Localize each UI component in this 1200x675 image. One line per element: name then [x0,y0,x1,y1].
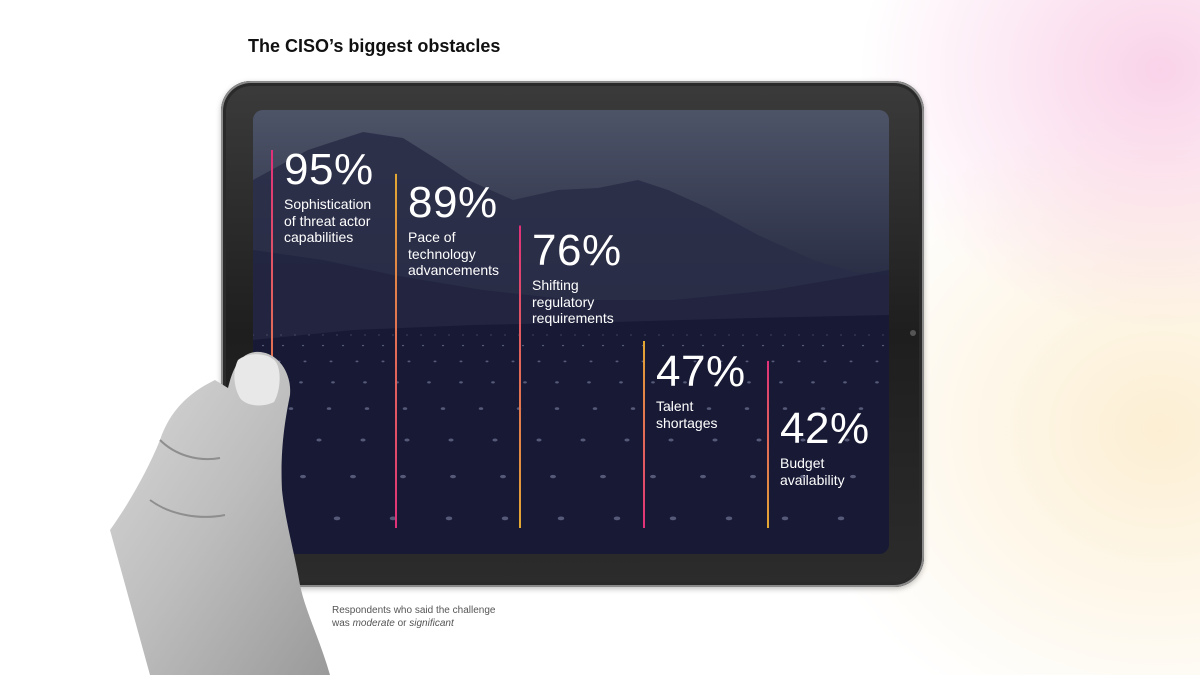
tablet-screen: 95% Sophistication of threat actor capab… [253,110,889,554]
stat-budget-availability: 42% Budget availability [780,407,889,488]
category-label-talent-shortages: Talent shortages [656,398,718,431]
category-label-pace-of-technology: Pace of technology advancements [408,229,500,278]
bar-line-budget-availability [767,360,769,528]
footnote: Respondents who said the challenge was m… [332,605,496,629]
category-label-shifting-regulatory: Shifting regulatory requirements [532,277,614,326]
mountain-landscape-background [253,132,889,554]
tablet-camera [910,330,916,336]
category-label-budget-availability: Budget availability [780,455,845,488]
page-title: The CISO’s biggest obstacles [248,36,501,56]
value-label-shifting-regulatory: 76% [532,226,622,275]
bar-line-talent-shortages [643,340,645,528]
stat-sophistication: 95% Sophistication of threat actor capab… [284,148,414,246]
bar-line-sophistication [271,150,273,528]
value-label-pace-of-technology: 89% [408,178,498,227]
stat-shifting-regulatory: 76% Shifting regulatory requirements [532,229,662,327]
bar-line-shifting-regulatory [519,225,521,528]
value-label-talent-shortages: 47% [656,347,746,396]
stat-pace-of-technology: 89% Pace of technology advancements [408,181,538,279]
value-label-sophistication: 95% [284,145,374,194]
category-label-sophistication: Sophistication of threat actor capabilit… [284,196,372,245]
stat-talent-shortages: 47% Talent shortages [656,350,786,431]
value-label-budget-availability: 42% [780,404,870,453]
chart-lines [271,150,769,528]
bar-line-pace-of-technology [395,173,397,528]
